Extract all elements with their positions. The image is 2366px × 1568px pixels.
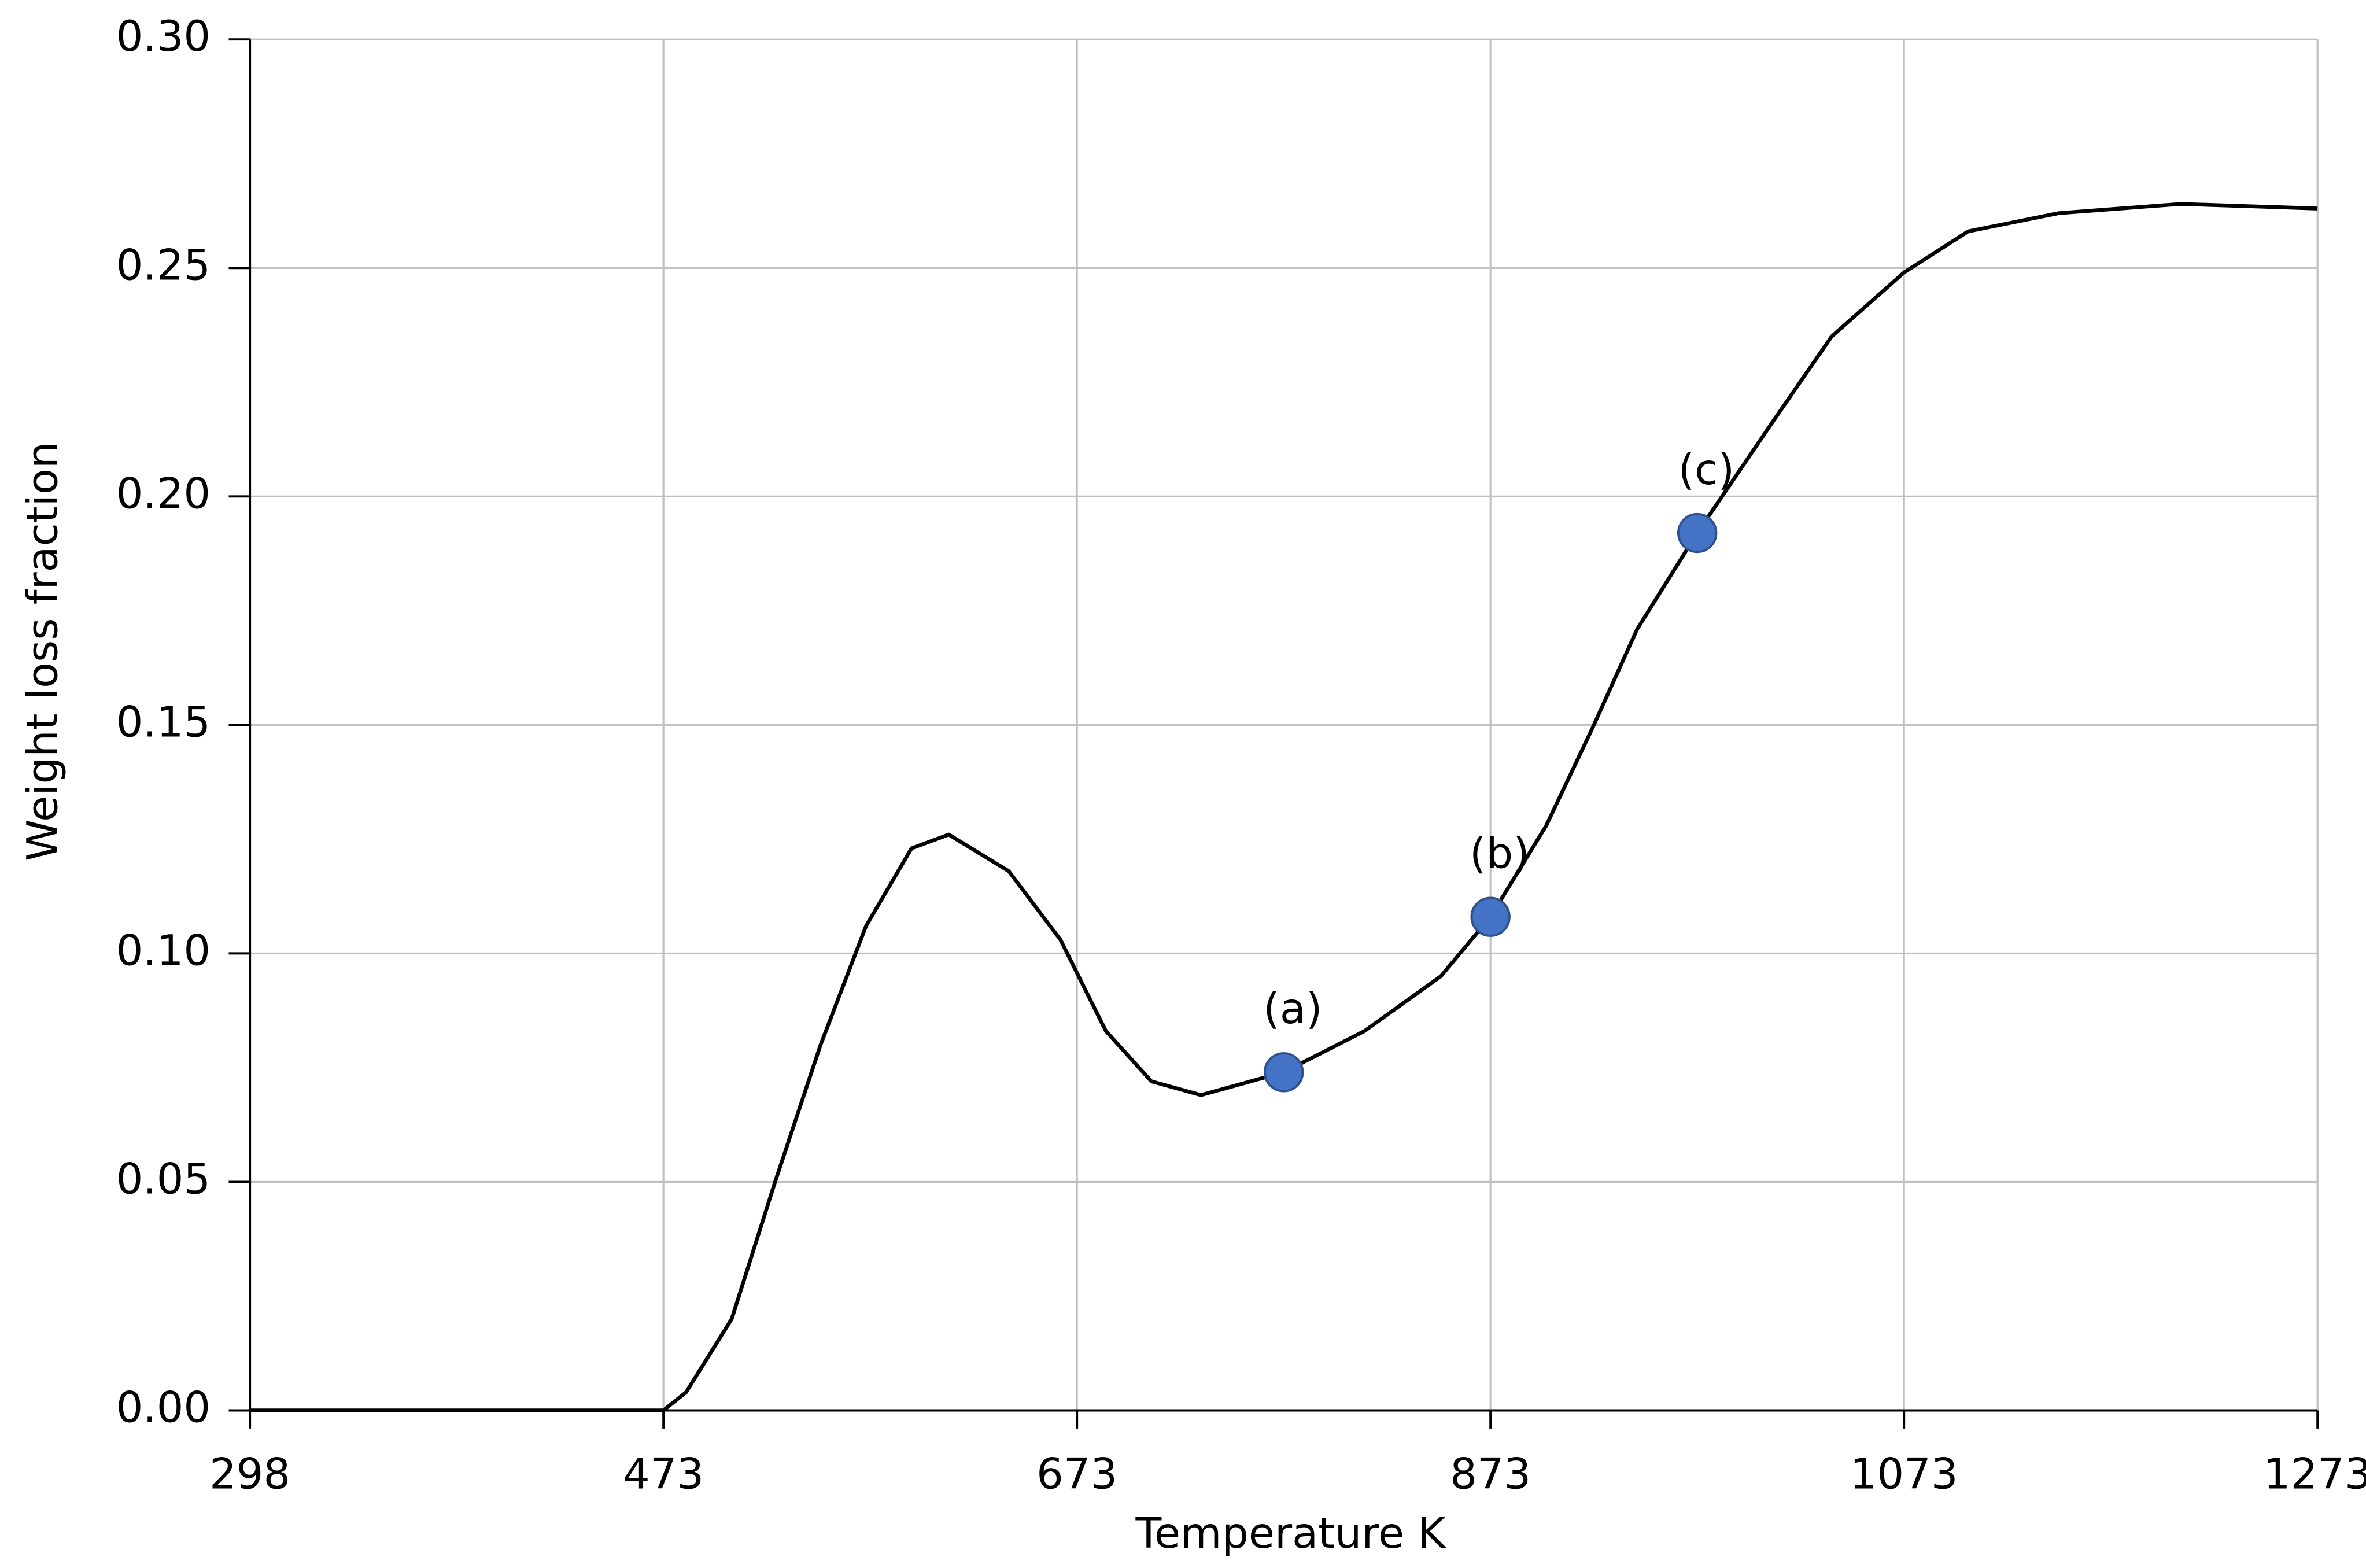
point-label: (a) <box>1263 984 1322 1034</box>
y-tick-label: 0.05 <box>116 1154 211 1204</box>
x-tick-label: 298 <box>209 1450 290 1499</box>
point-label: (c) <box>1678 445 1735 495</box>
y-tick-label: 0.30 <box>116 12 211 61</box>
y-tick-label: 0.00 <box>116 1383 211 1433</box>
marker-point <box>1263 1052 1304 1093</box>
marker-point <box>1470 896 1511 937</box>
x-tick-label: 1273 <box>2264 1450 2366 1499</box>
y-tick-label: 0.10 <box>116 926 211 975</box>
y-tick-label: 0.15 <box>116 698 211 747</box>
y-axis-title: Weight loss fraction <box>19 442 68 861</box>
line-series <box>250 202 2318 1412</box>
x-tick-label: 473 <box>623 1450 704 1499</box>
y-tick-label: 0.20 <box>116 469 211 518</box>
marker-point <box>1677 512 1718 554</box>
point-label: (b) <box>1470 829 1530 878</box>
x-tick-label: 1073 <box>1850 1450 1958 1499</box>
x-axis-title: Temperature K <box>1135 1509 1447 1558</box>
x-tick-label: 873 <box>1450 1450 1531 1499</box>
x-tick-label: 673 <box>1036 1450 1117 1499</box>
y-tick-label: 0.25 <box>116 241 211 290</box>
